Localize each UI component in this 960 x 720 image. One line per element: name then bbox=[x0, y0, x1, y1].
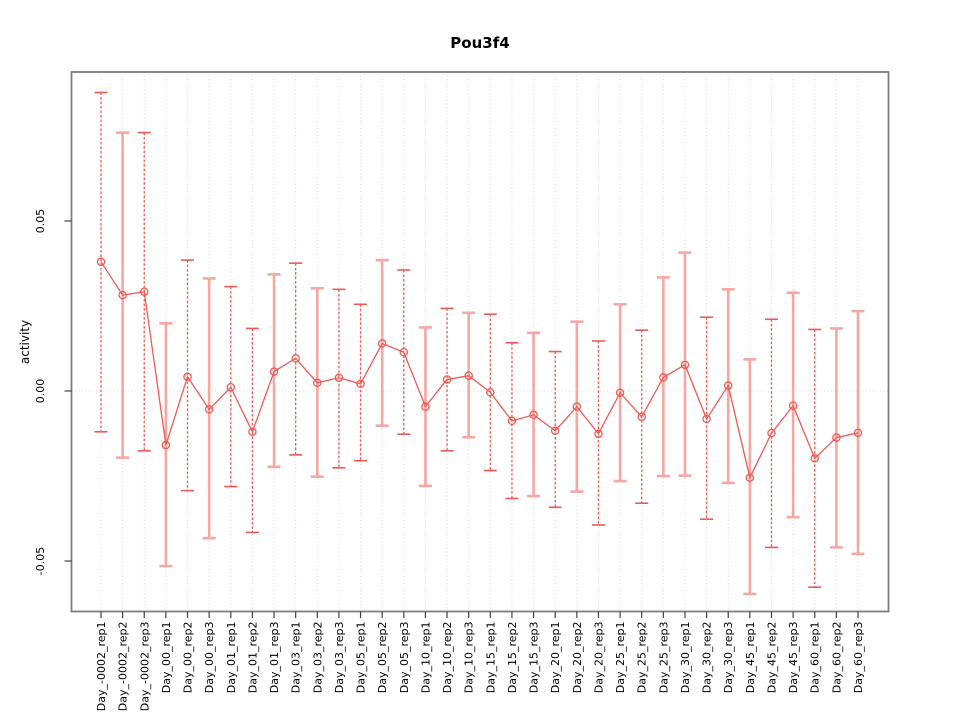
x-tick-label: Day_30_rep2 bbox=[701, 622, 714, 694]
series-line bbox=[100, 261, 859, 480]
x-tick-label: Day_60_rep2 bbox=[830, 622, 843, 694]
x-tick-label: Day_15_rep1 bbox=[484, 622, 497, 694]
data-point bbox=[594, 429, 603, 439]
y-tick-label: 0.00 bbox=[34, 379, 47, 404]
x-tick-label: Day_00_rep1 bbox=[160, 622, 173, 694]
data-point bbox=[723, 381, 733, 390]
x-tick-label: Day_25_rep1 bbox=[614, 622, 627, 694]
data-point bbox=[788, 401, 798, 410]
plot-border bbox=[70, 71, 890, 613]
x-tick-label: Day_-0002_rep1 bbox=[95, 622, 108, 712]
x-tick-label: Day_05_rep3 bbox=[398, 622, 411, 694]
x-tick-label: Day_15_rep3 bbox=[528, 622, 541, 694]
data-point bbox=[550, 426, 560, 436]
x-tick-label: Day_10_rep2 bbox=[441, 622, 454, 694]
x-tick-label: Day_45_rep2 bbox=[765, 622, 778, 694]
x-tick-label: Day_03_rep1 bbox=[290, 622, 303, 694]
x-tick-label: Day_20_rep3 bbox=[592, 622, 605, 694]
data-point bbox=[507, 416, 517, 426]
x-tick-label: Day_10_rep3 bbox=[463, 622, 476, 694]
x-tick-label: Day_10_rep1 bbox=[419, 622, 432, 694]
data-point bbox=[702, 414, 711, 424]
data-point bbox=[96, 257, 106, 267]
x-tick-label: Day_30_rep1 bbox=[679, 622, 692, 694]
x-tick-label: Day_30_rep3 bbox=[722, 622, 735, 694]
x-tick-label: Day_00_rep3 bbox=[203, 622, 216, 694]
x-tick-label: Day_45_rep3 bbox=[787, 622, 800, 694]
x-tick-label: Day_25_rep2 bbox=[636, 622, 649, 694]
data-point bbox=[161, 440, 171, 450]
data-point bbox=[615, 388, 625, 397]
data-point bbox=[853, 428, 863, 438]
data-point bbox=[377, 339, 387, 348]
x-tick-label: Day_-0002_rep3 bbox=[138, 622, 151, 712]
x-tick-label: Day_15_rep2 bbox=[506, 622, 519, 694]
data-point bbox=[313, 378, 322, 388]
data-point bbox=[204, 405, 214, 414]
x-tick-label: Day_01_rep2 bbox=[246, 622, 259, 694]
x-tick-label: Day_20_rep2 bbox=[571, 622, 584, 694]
x-tick-label: Day_25_rep3 bbox=[657, 622, 670, 694]
data-point bbox=[659, 373, 668, 382]
data-point bbox=[832, 433, 841, 442]
data-point bbox=[356, 379, 365, 389]
data-point bbox=[680, 360, 690, 370]
x-tick-label: Day_60_rep3 bbox=[852, 622, 865, 694]
x-tick-label: Day_01_rep1 bbox=[225, 622, 238, 694]
data-point bbox=[745, 473, 755, 482]
x-tick-label: Day_45_rep1 bbox=[744, 622, 757, 694]
data-point bbox=[442, 375, 452, 384]
data-point bbox=[399, 347, 409, 357]
data-point bbox=[248, 427, 257, 437]
data-point bbox=[464, 371, 473, 380]
data-point bbox=[291, 354, 300, 363]
x-tick-label: Day_03_rep3 bbox=[333, 622, 346, 694]
x-tick-label: Day_60_rep1 bbox=[809, 622, 822, 694]
data-point bbox=[810, 454, 819, 463]
y-tick-label: 0.05 bbox=[34, 209, 47, 234]
data-point bbox=[529, 410, 538, 420]
data-point bbox=[140, 287, 149, 296]
x-tick-label: Day_-0002_rep2 bbox=[117, 622, 130, 712]
data-point bbox=[572, 402, 582, 411]
chart-title: Pou3f4 bbox=[450, 34, 510, 52]
x-tick-label: Day_00_rep2 bbox=[182, 622, 195, 694]
data-point bbox=[334, 373, 344, 382]
data-point bbox=[637, 412, 646, 422]
data-point bbox=[118, 290, 127, 300]
data-point bbox=[421, 402, 430, 411]
data-point bbox=[486, 388, 495, 397]
x-tick-label: Day_05_rep2 bbox=[376, 622, 389, 694]
x-tick-label: Day_20_rep1 bbox=[549, 622, 562, 694]
y-axis-label: activity bbox=[18, 319, 32, 365]
data-point bbox=[269, 367, 279, 376]
x-tick-label: Day_05_rep1 bbox=[355, 622, 368, 694]
data-point bbox=[226, 383, 236, 392]
data-point bbox=[183, 372, 192, 381]
data-point bbox=[767, 428, 776, 438]
y-tick-label: -0.05 bbox=[34, 547, 47, 575]
x-tick-label: Day_03_rep2 bbox=[311, 622, 324, 694]
x-tick-label: Day_01_rep3 bbox=[268, 622, 281, 694]
